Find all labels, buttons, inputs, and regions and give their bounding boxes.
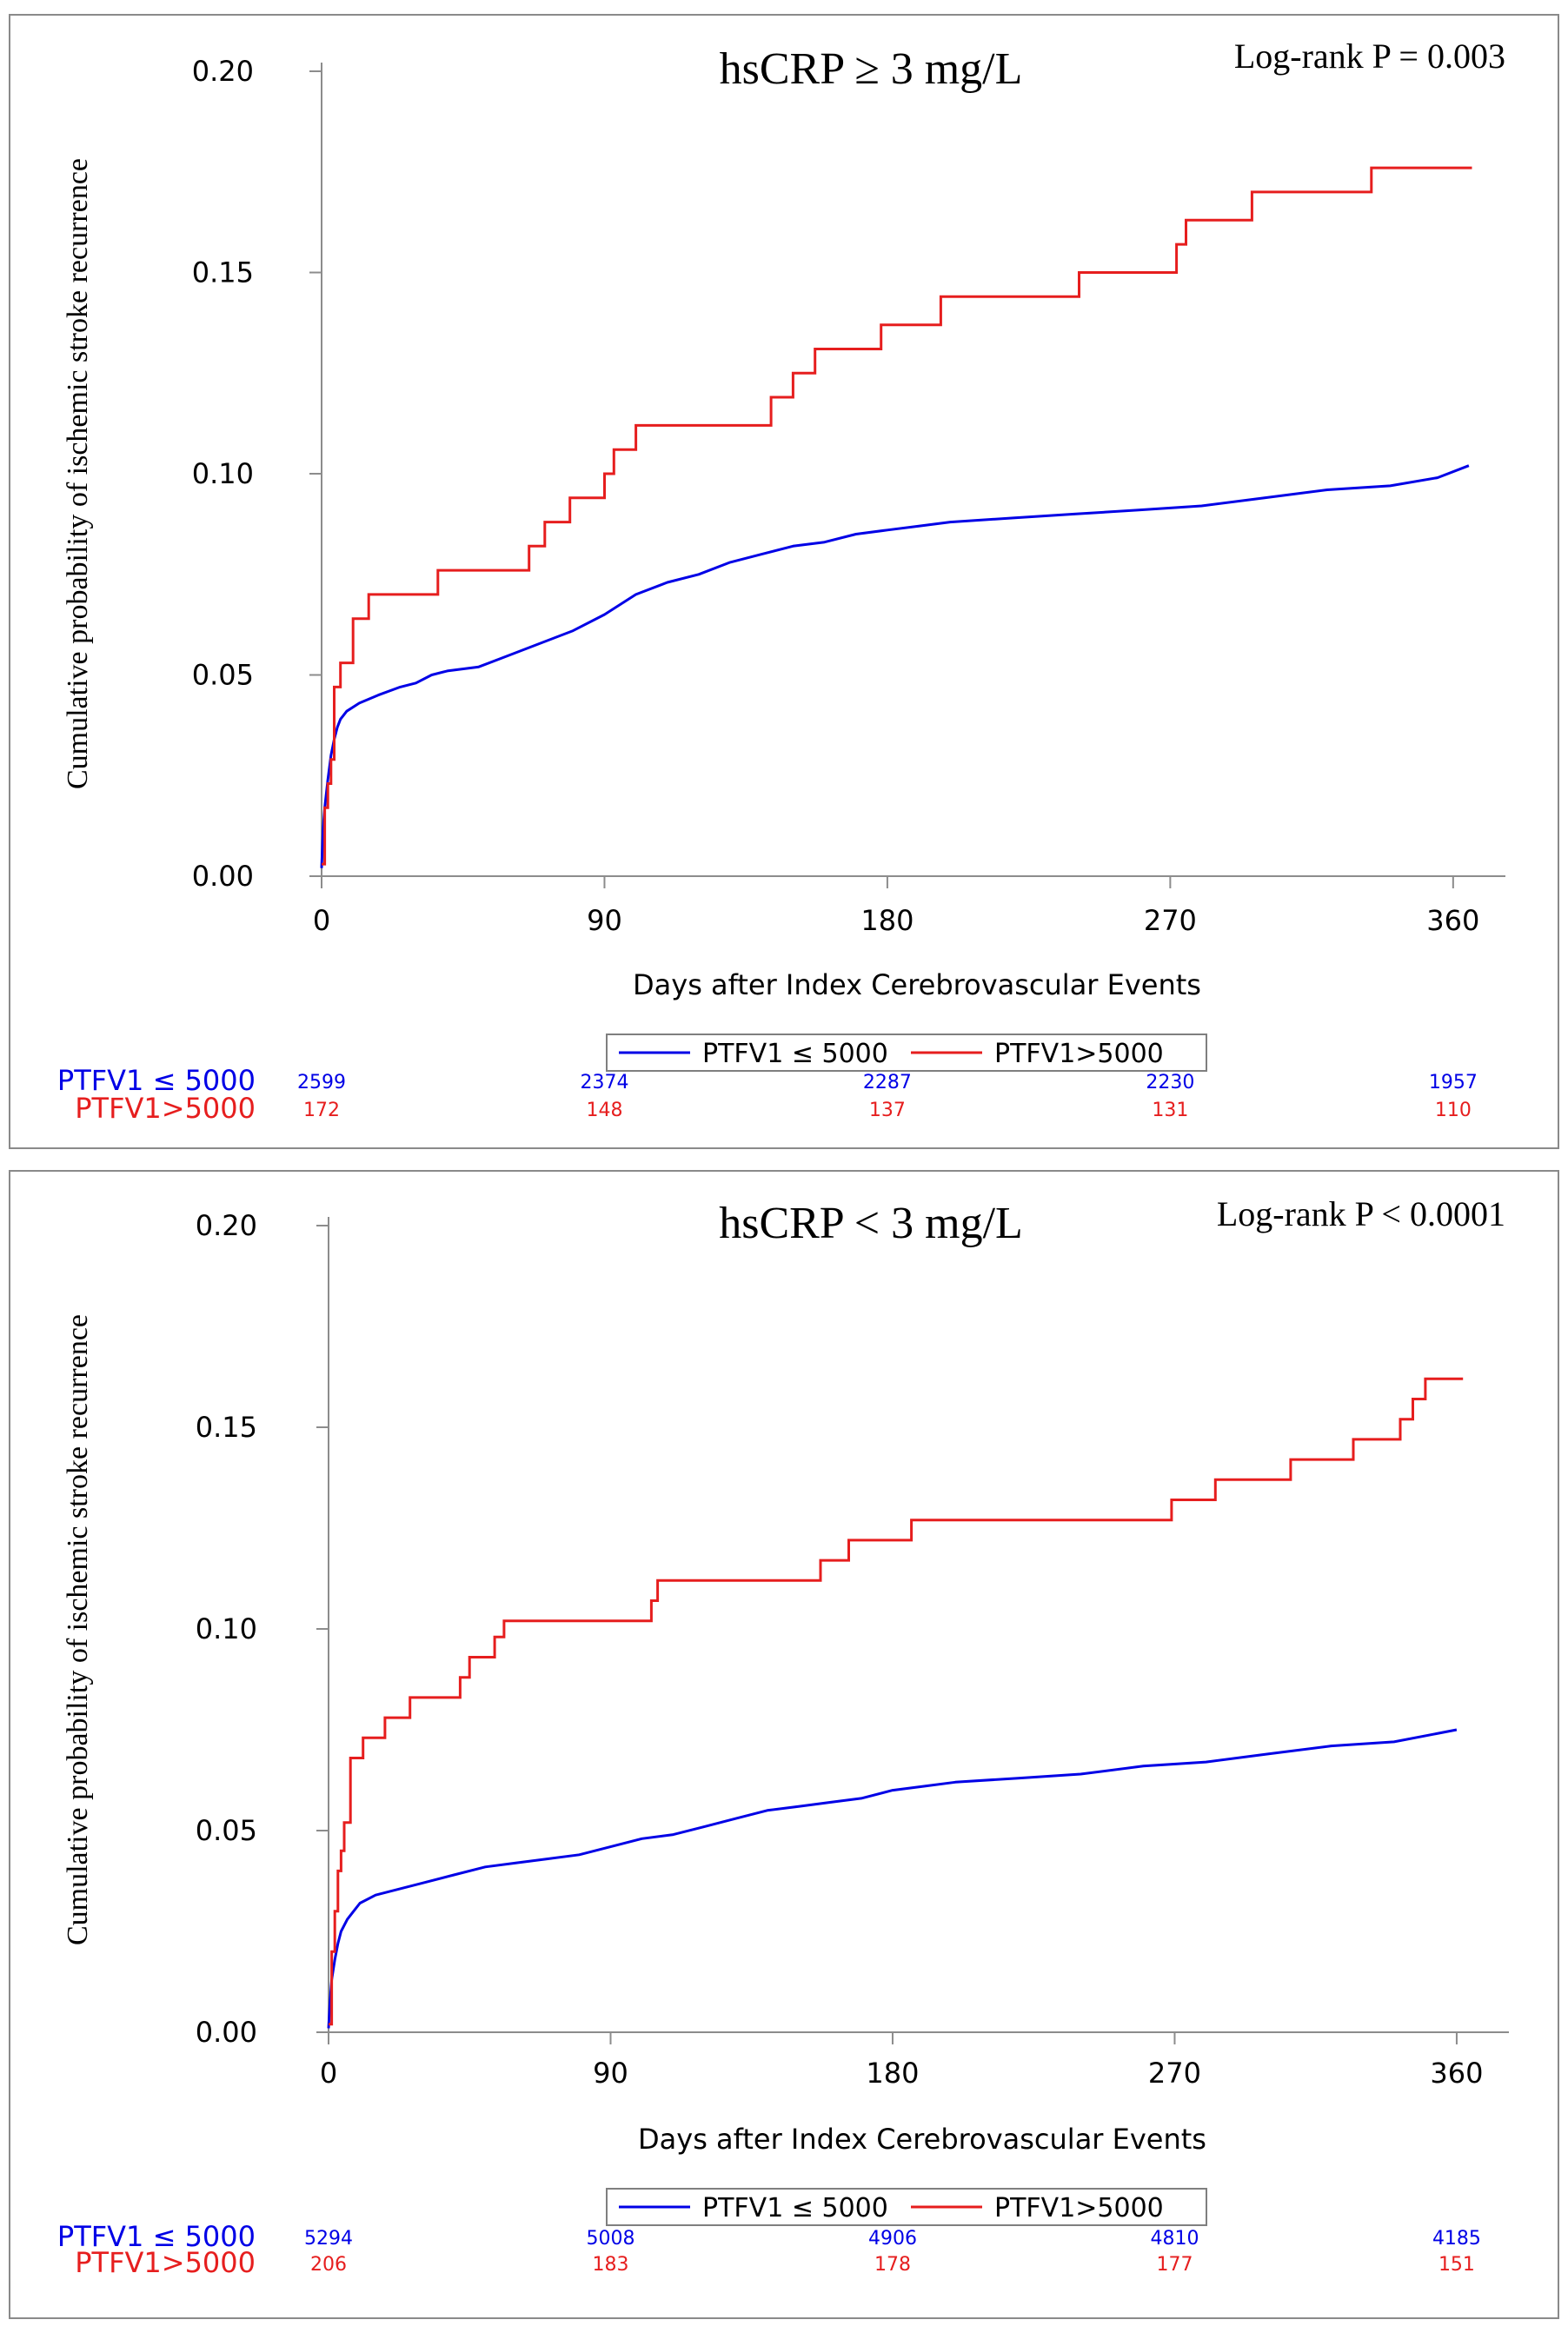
x-tick-label: 0 — [320, 2057, 337, 2090]
at-risk-value: 183 — [592, 2254, 628, 2276]
at-risk-row-label: PTFV1>5000 — [75, 1092, 256, 1125]
x-tick-label: 180 — [866, 2057, 919, 2090]
at-risk-row-label: PTFV1 ≤ 5000 — [57, 1064, 256, 1097]
at-risk-value: 2287 — [863, 1072, 912, 1093]
at-risk-value: 2230 — [1146, 1072, 1194, 1093]
at-risk-value: 206 — [310, 2254, 347, 2276]
at-risk-value: 172 — [303, 1100, 340, 1121]
at-risk-row-label: PTFV1 ≤ 5000 — [57, 2220, 256, 2253]
x-tick-label: 90 — [587, 904, 622, 937]
log-rank-annotation: Log-rank P < 0.0001 — [1217, 1194, 1505, 1233]
at-risk-value: 137 — [869, 1100, 906, 1121]
at-risk-value: 4810 — [1150, 2228, 1199, 2250]
y-tick-label: 0.05 — [196, 1814, 257, 1847]
chart-panel-hscrp-low: 0.00 0.05 0.10 0.15 0.20 0 90 180 270 360 Days aft… — [9, 1170, 1559, 2319]
at-risk-value: 4185 — [1432, 2228, 1481, 2250]
series-line-ptfv1-low — [320, 464, 1470, 868]
at-risk-value: 131 — [1152, 1100, 1188, 1121]
series-line-ptfv1-high — [322, 166, 1472, 866]
legend: PTFV1 ≤ 5000 PTFV1>5000 — [606, 2188, 1207, 2226]
y-tick-label: 0.05 — [192, 659, 254, 692]
y-tick-label: 0.20 — [192, 55, 254, 88]
y-tick-label: 0.15 — [192, 256, 254, 289]
x-tick-label: 270 — [1148, 2057, 1201, 2090]
at-risk-value: 1957 — [1429, 1072, 1478, 1093]
log-rank-annotation: Log-rank P = 0.003 — [1234, 37, 1505, 76]
chart-title: hsCRP < 3 mg/L — [719, 1199, 1023, 1248]
legend-box — [606, 2188, 1207, 2226]
legend-item-ptfv1-low-label: PTFV1 ≤ 5000 — [702, 1039, 888, 1069]
y-tick-label: 0.00 — [192, 860, 254, 893]
y-tick-label: 0.10 — [196, 1612, 257, 1645]
legend-item-ptfv1-low-label: PTFV1 ≤ 5000 — [702, 2193, 888, 2223]
at-risk-value: 2374 — [580, 1072, 628, 1093]
x-tick-label: 270 — [1144, 904, 1197, 937]
at-risk-value: 151 — [1438, 2254, 1475, 2276]
at-risk-value: 4906 — [868, 2228, 917, 2250]
at-risk-value: 2599 — [297, 1072, 346, 1093]
at-risk-value: 5008 — [586, 2228, 635, 2250]
legend-box — [606, 1034, 1207, 1072]
x-tick-label: 360 — [1426, 904, 1479, 937]
x-axis-label: Days after Index Cerebrovascular Events — [638, 2123, 1206, 2156]
legend-item-ptfv1-high-label: PTFV1>5000 — [994, 2193, 1164, 2223]
at-risk-value: 177 — [1156, 2254, 1193, 2276]
at-risk-value: 110 — [1435, 1100, 1472, 1121]
y-axis-label: Cumulative probability of ischemic strok… — [62, 158, 94, 789]
at-risk-value: 5294 — [304, 2228, 353, 2250]
y-tick-label: 0.00 — [196, 2016, 257, 2049]
x-tick-label: 0 — [313, 904, 330, 937]
legend-item-ptfv1-high-label: PTFV1>5000 — [994, 1039, 1164, 1069]
y-tick-label: 0.20 — [196, 1209, 257, 1242]
chart-title: hsCRP ≥ 3 mg/L — [720, 44, 1023, 94]
y-axis-label: Cumulative probability of ischemic strok… — [62, 1314, 94, 1945]
at-risk-row-label: PTFV1>5000 — [75, 2246, 256, 2279]
legend: PTFV1 ≤ 5000 PTFV1>5000 — [606, 1034, 1207, 1072]
x-axis-label: Days after Index Cerebrovascular Events — [633, 968, 1201, 1001]
at-risk-value: 178 — [874, 2254, 911, 2276]
at-risk-value: 148 — [586, 1100, 622, 1121]
y-tick-label: 0.10 — [192, 457, 254, 490]
series-line-ptfv1-high — [329, 1377, 1464, 2026]
x-tick-label: 360 — [1430, 2057, 1483, 2090]
chart-panel-hscrp-high: 0.00 0.05 0.10 0.15 0.20 0 90 180 270 360 Days aft… — [9, 14, 1559, 1149]
series-line-ptfv1-low — [327, 1728, 1458, 2029]
y-tick-label: 0.15 — [196, 1411, 257, 1444]
x-tick-label: 90 — [593, 2057, 628, 2090]
x-tick-label: 180 — [860, 904, 914, 937]
